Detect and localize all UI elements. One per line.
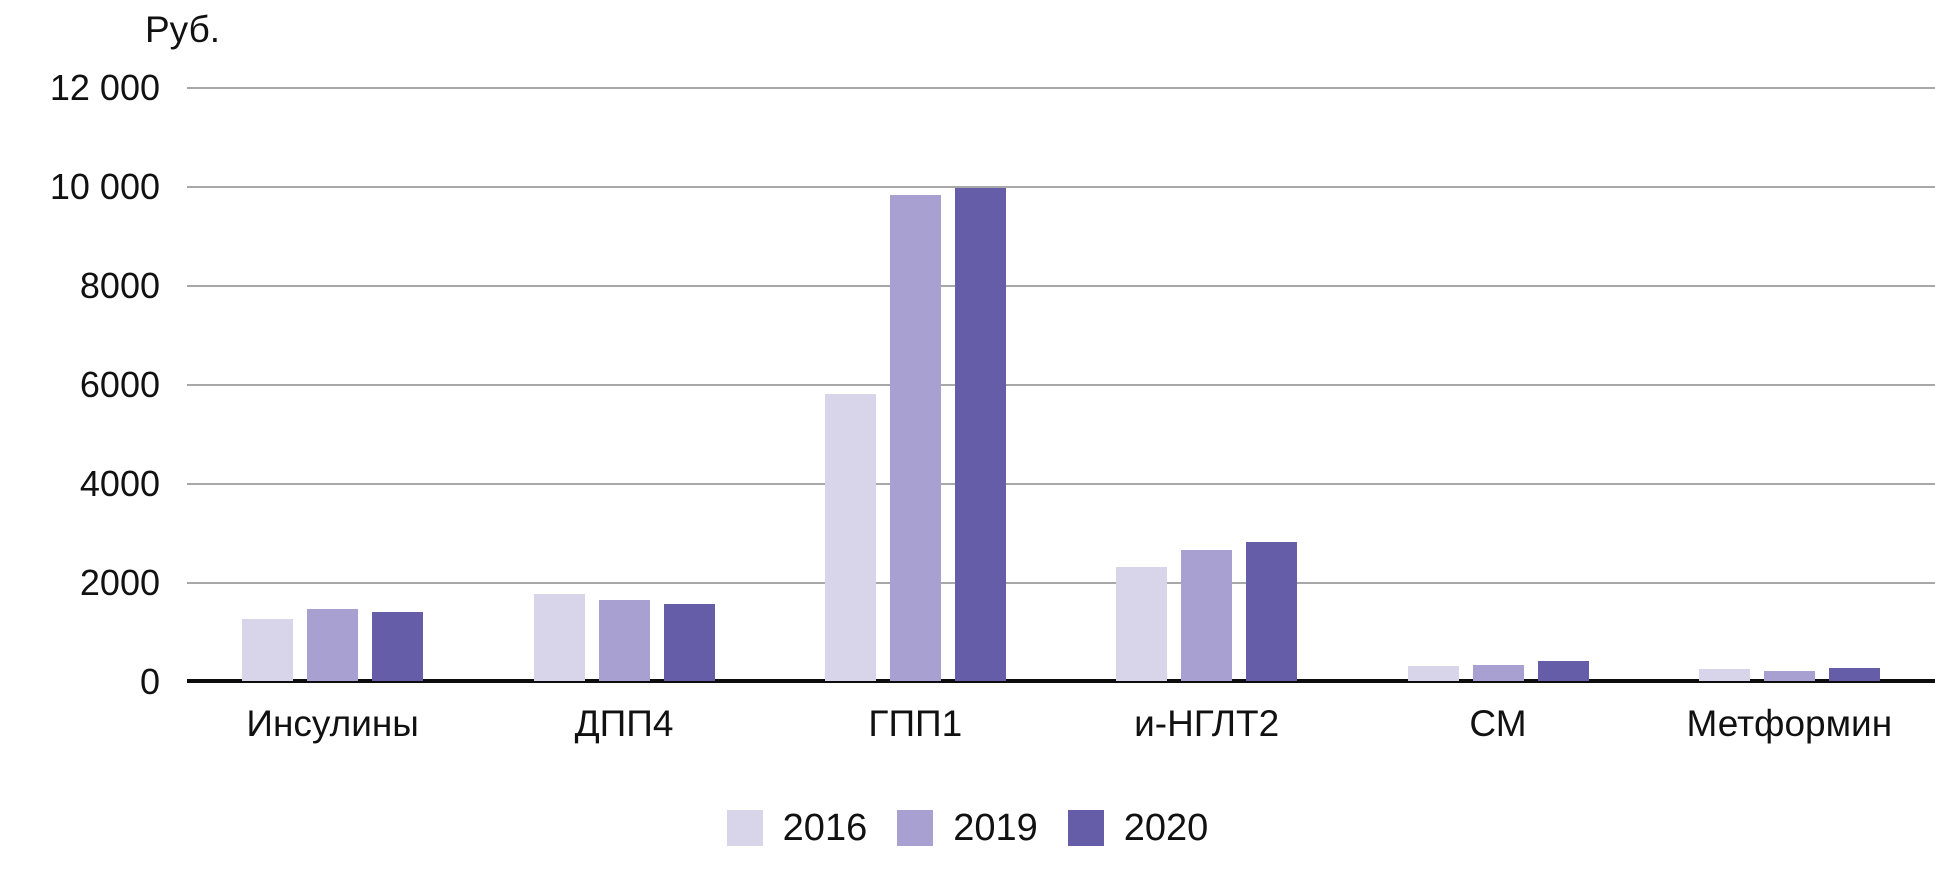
bar-2016-ДПП4 (533, 594, 585, 681)
bar-2020-и-НГЛТ2 (1246, 542, 1298, 681)
x-axis-category-label: и-НГЛТ2 (1134, 703, 1280, 744)
y-axis-tick-label: 12 000 (49, 67, 160, 108)
x-axis-line (187, 679, 1935, 683)
bar-2016-и-НГЛТ2 (1116, 567, 1168, 681)
x-axis-category-label: Инсулины (246, 703, 419, 744)
legend-label: 2020 (1123, 807, 1209, 849)
bar-2016-Метформин (1698, 669, 1750, 681)
y-axis-tick-label: 2000 (79, 562, 160, 603)
bar-2019-Метформин (1763, 671, 1815, 681)
bar-2019-Инсулины (307, 609, 359, 681)
bar-2019-ДПП4 (598, 600, 650, 681)
x-axis-category-label: ГПП1 (868, 703, 963, 744)
gridline (187, 384, 1935, 386)
x-axis-category-label: СМ (1469, 703, 1527, 744)
legend-item-2019: 2019 (897, 806, 1038, 850)
bar-2019-ГПП1 (889, 194, 941, 681)
bar-2016-ГПП1 (824, 393, 876, 681)
bar-2020-ГПП1 (954, 188, 1006, 681)
x-axis-category-label: Метформин (1686, 703, 1893, 744)
gridline (187, 186, 1935, 188)
legend-swatch-2016 (726, 810, 763, 846)
bar-2020-Метформин (1828, 667, 1880, 681)
y-axis-unit-label: Руб. (145, 9, 221, 50)
legend-swatch-2019 (897, 810, 934, 846)
bar-2019-и-НГЛТ2 (1181, 549, 1233, 681)
bar-2020-СМ (1537, 661, 1589, 681)
legend-label: 2019 (953, 807, 1038, 849)
legend-label: 2016 (782, 807, 868, 849)
bar-2020-Инсулины (372, 611, 424, 681)
y-axis-tick-label: 6000 (79, 364, 160, 405)
y-axis-tick-label: 0 (139, 661, 160, 702)
bar-2016-СМ (1407, 666, 1459, 681)
y-axis-tick-label: 4000 (79, 463, 160, 504)
bar-2019-СМ (1472, 664, 1524, 681)
legend: 2016 2019 2020 (0, 806, 1935, 850)
bar-2016-Инсулины (242, 619, 294, 681)
gridline (187, 87, 1935, 89)
legend-item-2016: 2016 (726, 806, 868, 850)
y-axis-tick-label: 10 000 (49, 166, 160, 207)
y-axis-tick-label: 8000 (79, 265, 160, 306)
bar-2020-ДПП4 (663, 604, 715, 681)
x-axis-category-label: ДПП4 (574, 703, 674, 744)
legend-item-2020: 2020 (1067, 806, 1209, 850)
gridline (187, 582, 1935, 584)
legend-swatch-2020 (1067, 810, 1104, 846)
gridline (187, 483, 1935, 485)
gridline (187, 285, 1935, 287)
